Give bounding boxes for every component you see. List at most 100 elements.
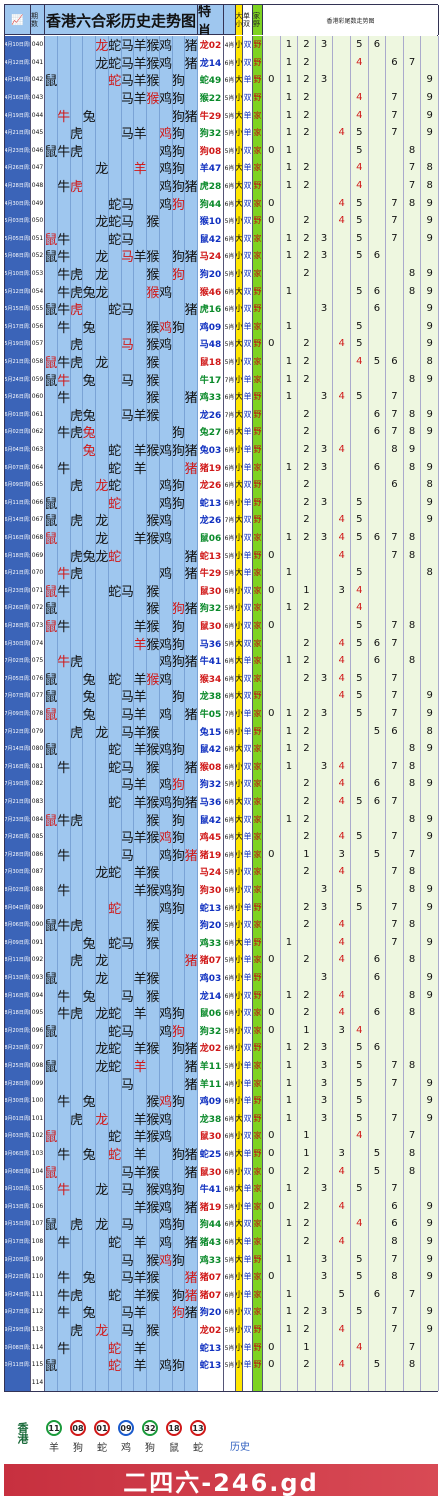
row-parity: 双 xyxy=(243,1021,253,1040)
tail-cell: 9 xyxy=(421,300,439,318)
zodiac-cell xyxy=(121,106,135,124)
site-banner[interactable]: 二四六-246.gd xyxy=(4,1464,438,1497)
zodiac-cell xyxy=(134,1021,147,1040)
tail-cell: 1 xyxy=(280,388,299,406)
zodiac-cell xyxy=(57,898,71,916)
row-special: 马24 xyxy=(198,247,224,265)
table-row: 08月25日周四098鼠龙蛇羊猪羊115肖小单家13578 xyxy=(5,1056,439,1075)
tail-cell: 7 xyxy=(386,933,404,952)
zodiac-cell: 马 xyxy=(121,845,135,864)
zodiac-cell xyxy=(83,1180,96,1198)
tail-cell xyxy=(351,1162,369,1180)
tail-cell: 8 xyxy=(386,1232,404,1251)
tail-cell: 4 xyxy=(351,1215,369,1233)
tail-cell xyxy=(263,300,281,318)
row-period: 086 xyxy=(31,845,45,864)
zodiac-cell xyxy=(83,1338,96,1356)
zodiac-cell: 猪 xyxy=(185,546,198,564)
zodiac-cell xyxy=(185,141,198,160)
tail-cell xyxy=(263,775,281,793)
zodiac-cell: 猴 xyxy=(147,828,160,846)
zodiac-cell: 羊 xyxy=(134,247,147,265)
tail-cell xyxy=(333,493,351,512)
tail-cell: 6 xyxy=(368,247,387,265)
zodiac-cell xyxy=(70,88,84,107)
zodiac-cell xyxy=(147,1021,160,1040)
tail-cell: 5 xyxy=(351,36,369,54)
tail-cell: 7 xyxy=(386,704,404,723)
tail-cell xyxy=(351,740,369,758)
row-special: 龙02 xyxy=(198,1320,224,1339)
tail-cell xyxy=(315,828,334,846)
zodiac-cell: 狗 xyxy=(172,810,186,828)
zodiac-cell: 猴 xyxy=(147,405,160,424)
row-home: 家 xyxy=(253,634,263,652)
tail-cell xyxy=(421,1039,439,1057)
zodiac-cell xyxy=(57,828,71,846)
zodiac-cell: 龙 xyxy=(96,1004,109,1022)
zodiac-cell xyxy=(121,159,135,177)
tail-cell xyxy=(263,898,281,916)
tail-cell: 8 xyxy=(403,775,422,793)
zodiac-cell: 猴 xyxy=(147,317,160,336)
zodiac-cell: 鸡 xyxy=(159,53,173,72)
tail-cell xyxy=(386,951,404,969)
tail-cell: 1 xyxy=(280,106,299,124)
row-date: 08月09日周二 xyxy=(5,933,31,952)
row-parity: 单 xyxy=(243,1180,253,1198)
tail-cell xyxy=(403,1109,422,1128)
row-home: 家 xyxy=(253,669,263,688)
zodiac-cell: 羊 xyxy=(134,53,147,72)
row-date: 09月20日周二 xyxy=(5,1250,31,1268)
table-row: 06月23日周四071鼠牛蛇马猴鼠306肖小双家0134 xyxy=(5,581,439,600)
table-row: 07月28日周四086牛马鸡狗猪猪196肖小单家01357 xyxy=(5,845,439,864)
zodiac-cell xyxy=(147,141,160,160)
row-count: 6肖 xyxy=(224,722,236,740)
tail-cell xyxy=(368,1092,387,1110)
tail-cell xyxy=(351,951,369,969)
row-count: 6肖 xyxy=(224,423,236,441)
row-home: 野 xyxy=(253,1320,263,1339)
table-row: 05月26日周四060牛猴猪鸡336肖大单野13457 xyxy=(5,388,439,406)
tail-cell xyxy=(280,1144,299,1163)
zodiac-cell xyxy=(147,194,160,212)
row-parity: 双 xyxy=(243,1109,253,1128)
row-count: 7肖 xyxy=(224,405,236,424)
tail-cell xyxy=(368,1109,387,1128)
tail-cell: 7 xyxy=(386,1320,404,1339)
zodiac-cell xyxy=(185,722,198,740)
tail-cell: 6 xyxy=(368,1039,387,1057)
zodiac-cell xyxy=(83,88,96,107)
zodiac-cell: 狗 xyxy=(172,1004,186,1022)
row-home: 家 xyxy=(253,159,263,177)
tail-cell xyxy=(315,599,334,617)
zodiac-cell xyxy=(45,264,58,283)
tail-cell xyxy=(351,370,369,388)
tail-cell xyxy=(421,916,439,934)
zodiac-cell xyxy=(70,528,84,547)
row-special: 龙26 xyxy=(198,511,224,529)
tail-cell xyxy=(403,124,422,142)
tail-cell xyxy=(403,476,422,494)
zodiac-cell xyxy=(57,36,71,54)
zodiac-cell xyxy=(70,458,84,476)
tail-cell xyxy=(386,300,404,318)
zodiac-cell xyxy=(96,1127,109,1145)
zodiac-cell: 虎 xyxy=(70,1109,84,1128)
row-home: 野 xyxy=(253,53,263,72)
zodiac-cell: 鸡 xyxy=(159,1092,173,1110)
row-count: 7肖 xyxy=(224,511,236,529)
tail-cell: 9 xyxy=(421,194,439,212)
row-size: 小 xyxy=(236,1092,243,1110)
zodiac-cell xyxy=(57,405,71,424)
row-count: 6肖 xyxy=(224,792,236,811)
row-parity: 单 xyxy=(243,317,253,336)
row-size: 大 xyxy=(236,282,243,300)
tail-cell: 4 xyxy=(333,124,351,142)
tail-cell: 1 xyxy=(280,704,299,723)
tail-cell: 4 xyxy=(333,388,351,406)
zodiac-cell: 猴 xyxy=(147,36,160,54)
row-period: 105 xyxy=(31,1180,45,1198)
zodiac-cell: 马 xyxy=(121,1215,135,1233)
zodiac-cell: 马 xyxy=(121,370,135,388)
